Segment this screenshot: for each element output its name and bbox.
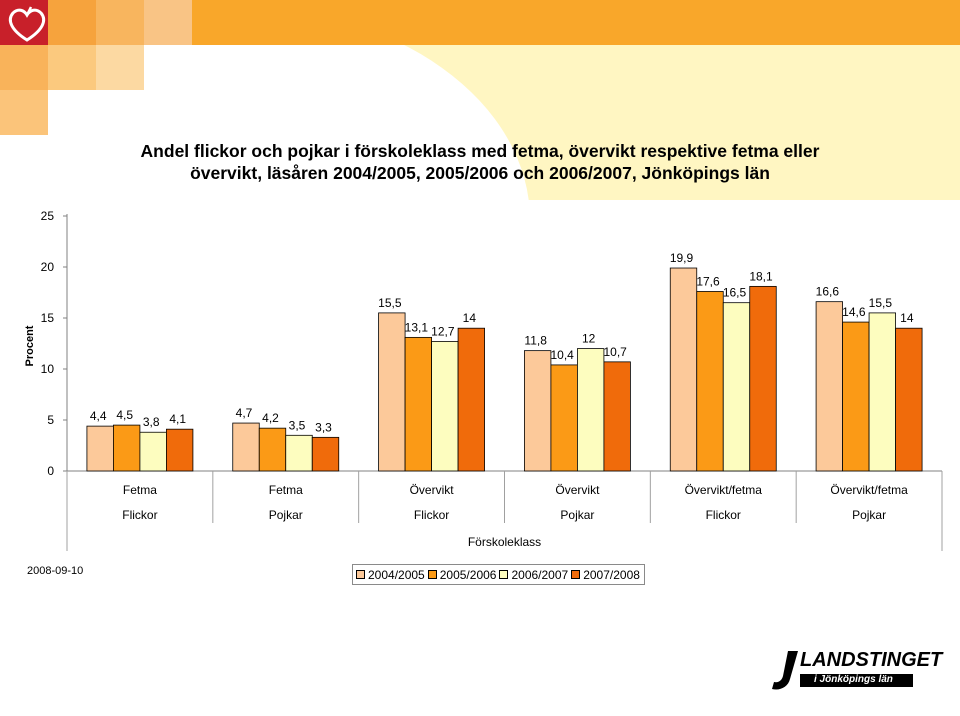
data-label: 15,5 — [378, 296, 402, 310]
chart-title-line-1: Andel flickor och pojkar i förskoleklass… — [140, 141, 820, 161]
data-label: 14 — [463, 311, 477, 325]
x-category-group: Flickor — [122, 508, 157, 522]
data-label: 19,9 — [670, 251, 694, 265]
x-category-group: Pojkar — [560, 508, 594, 522]
data-label: 12 — [582, 332, 596, 346]
left-square-peach — [96, 45, 144, 90]
x-category-group: Flickor — [706, 508, 741, 522]
data-label: 12,7 — [431, 324, 455, 338]
legend-swatch — [571, 570, 581, 579]
bar-5-2 — [868, 312, 896, 472]
data-label: 4,2 — [262, 411, 279, 425]
bar-2-1 — [404, 336, 432, 472]
logo-wordmark: LANDSTINGET — [800, 649, 943, 671]
data-label: 4,1 — [169, 412, 186, 426]
bar-0-1 — [113, 424, 141, 472]
left-square-orange-2 — [48, 45, 96, 90]
legend-label: 2007/2008 — [583, 567, 640, 582]
bar-2-3 — [457, 327, 485, 472]
data-label: 10,4 — [550, 348, 574, 362]
logo-bar — [800, 674, 913, 687]
logo-j-icon — [772, 651, 798, 690]
data-label: 13,1 — [405, 320, 429, 334]
landstinget-logo: LANDSTINGET i Jönköpings län — [770, 649, 942, 693]
bar-2-0 — [378, 312, 406, 472]
chart-legend: 2004/2005 2005/2006 2006/2007 2007/2008 — [352, 564, 645, 585]
data-label: 11,8 — [524, 334, 547, 348]
left-square-orange-3 — [0, 90, 48, 135]
bar-4-3 — [749, 285, 777, 472]
x-axis-label: Förskoleklass — [468, 535, 541, 549]
x-category-measure: Övervikt/fetma — [830, 483, 908, 497]
bar-1-2 — [285, 434, 313, 472]
top-square-orange — [48, 0, 96, 45]
y-tick-label: 0 — [47, 464, 54, 478]
bar-5-3 — [895, 327, 923, 472]
x-category-measure: Fetma — [123, 483, 157, 497]
bar-0-0 — [86, 425, 114, 472]
top-square-peach — [144, 0, 192, 45]
y-tick-label: 25 — [41, 209, 55, 223]
bar-2-2 — [431, 341, 459, 472]
legend-item: 2005/2006 — [427, 567, 497, 582]
data-label: 4,5 — [116, 408, 133, 422]
data-label: 18,1 — [749, 269, 773, 283]
bar-4-0 — [669, 267, 698, 472]
x-category-measure: Övervikt — [555, 483, 600, 497]
chart-title: Andel flickor och pojkar i förskoleklass… — [80, 140, 880, 184]
chart-title-line-2: övervikt, läsåren 2004/2005, 2005/2006 o… — [190, 163, 770, 183]
data-label: 14,6 — [842, 305, 866, 319]
data-label: 3,3 — [315, 420, 332, 434]
bar-3-0 — [524, 350, 552, 472]
legend-item: 2004/2005 — [356, 568, 425, 582]
heart-emblem-icon — [8, 6, 46, 42]
legend-swatch — [356, 570, 365, 579]
legend-label: 2005/2006 — [439, 567, 497, 582]
y-tick-label: 20 — [41, 260, 55, 274]
bar-5-1 — [842, 321, 870, 472]
data-label: 3,8 — [143, 415, 160, 429]
y-tick-label: 15 — [41, 311, 55, 325]
data-label: 14 — [900, 311, 914, 325]
bar-3-2 — [577, 348, 605, 472]
slide-date: 2008-09-10 — [27, 565, 84, 577]
x-category-group: Flickor — [414, 508, 449, 522]
x-category-measure: Övervikt/fetma — [685, 483, 763, 497]
left-square-orange-1 — [0, 45, 48, 90]
data-label: 10,7 — [603, 345, 627, 359]
data-label: 4,7 — [236, 406, 253, 420]
y-tick-label: 10 — [41, 362, 55, 376]
bar-4-2 — [722, 302, 751, 472]
legend-item: 2007/2008 — [571, 568, 640, 582]
y-tick-label: 5 — [47, 413, 54, 427]
y-axis-label: Procent — [24, 325, 36, 366]
x-category-measure: Övervikt — [410, 483, 455, 497]
legend-swatch — [499, 570, 509, 579]
x-category-measure: Fetma — [269, 483, 303, 497]
data-label: 4,4 — [90, 409, 107, 423]
logo-subtext: i Jönköpings län — [814, 674, 893, 685]
data-label: 16,5 — [723, 286, 747, 300]
legend-item: 2006/2007 — [499, 568, 568, 582]
bar-5-0 — [815, 301, 843, 472]
top-square-light-orange — [96, 0, 144, 45]
legend-label: 2004/2005 — [368, 567, 425, 582]
data-label: 15,5 — [869, 296, 893, 310]
data-label: 16,6 — [816, 285, 840, 299]
bar-1-1 — [258, 427, 287, 472]
legend-swatch — [427, 570, 437, 579]
bar-1-0 — [232, 422, 260, 472]
legend-label: 2006/2007 — [511, 567, 569, 582]
data-label: 3,5 — [289, 418, 306, 432]
bar-0-2 — [139, 431, 167, 472]
bar-1-3 — [311, 436, 340, 472]
bar-3-1 — [550, 364, 578, 472]
bar-0-3 — [166, 428, 194, 472]
bar-4-1 — [696, 291, 724, 472]
bar-3-3 — [603, 361, 631, 472]
data-label: 17,6 — [696, 274, 720, 288]
x-category-group: Pojkar — [269, 508, 303, 522]
x-category-group: Pojkar — [852, 508, 886, 522]
